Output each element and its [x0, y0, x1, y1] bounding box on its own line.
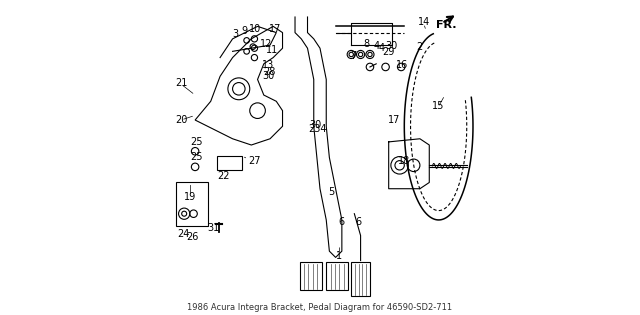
Text: 10: 10 [249, 25, 261, 34]
Text: 28: 28 [263, 67, 276, 77]
Text: 14: 14 [417, 17, 430, 27]
Text: 1986 Acura Integra Bracket, Pedal Diagram for 46590-SD2-711: 1986 Acura Integra Bracket, Pedal Diagra… [188, 303, 452, 312]
Text: 8: 8 [363, 38, 369, 49]
Text: 24: 24 [177, 229, 189, 239]
Text: 1: 1 [336, 251, 342, 261]
Text: FR.: FR. [436, 20, 456, 30]
Text: 30: 30 [262, 71, 275, 81]
Text: 2: 2 [416, 42, 422, 52]
Text: 19: 19 [184, 192, 196, 202]
Text: 16: 16 [396, 60, 408, 70]
Text: 29: 29 [382, 47, 394, 57]
Text: 31: 31 [208, 223, 220, 233]
Bar [177, 182, 207, 226]
Text: 25: 25 [191, 137, 203, 147]
Text: 7: 7 [350, 51, 356, 61]
Text: 26: 26 [186, 232, 198, 242]
Text: 6: 6 [355, 216, 361, 226]
Text: 20: 20 [175, 115, 188, 125]
Text: 22: 22 [217, 171, 230, 181]
Text: 30: 30 [309, 120, 321, 130]
Text: 21: 21 [175, 77, 188, 88]
Bar [300, 262, 321, 290]
Text: 3: 3 [232, 29, 238, 39]
Text: 4: 4 [379, 43, 385, 53]
Bar [326, 262, 348, 290]
Text: 17: 17 [388, 115, 401, 125]
Text: 11: 11 [266, 45, 278, 55]
Text: 27: 27 [248, 156, 260, 166]
Text: 25: 25 [191, 152, 203, 163]
Text: 4: 4 [374, 41, 380, 51]
Text: 13: 13 [262, 60, 274, 70]
Text: 30: 30 [385, 41, 397, 51]
Text: 5: 5 [328, 187, 334, 197]
Text: 15: 15 [432, 101, 444, 111]
Text: 6: 6 [338, 216, 344, 226]
Text: 234: 234 [308, 124, 327, 135]
Text: 18: 18 [398, 156, 410, 166]
Bar [217, 156, 242, 170]
Bar [351, 262, 370, 296]
Text: 9: 9 [241, 26, 248, 36]
Text: 17: 17 [269, 25, 281, 34]
Text: 12: 12 [260, 38, 273, 49]
